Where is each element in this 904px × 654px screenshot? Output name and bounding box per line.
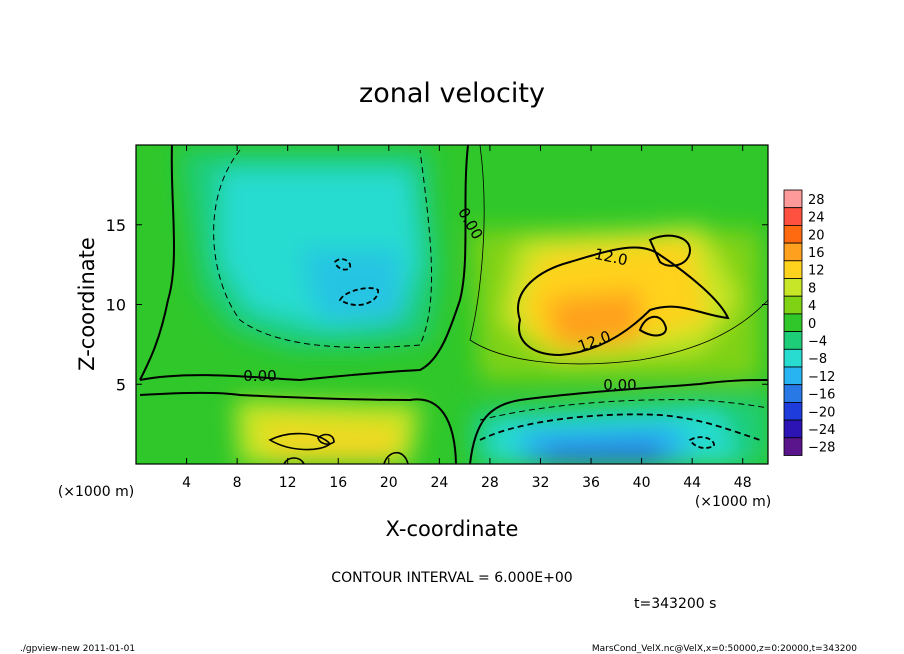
colorbar-label: −16 [808, 388, 835, 403]
plot-area: 0.00 0.00 0.00 12.0 12.0 4 8 12 16 20 24 28 32 3… [106, 144, 769, 491]
colorbar-label: 24 [808, 211, 825, 226]
colorbar-label: −24 [808, 423, 835, 438]
colorbar-swatch [783, 331, 803, 350]
y-tick-label: 15 [106, 216, 126, 235]
y-tick-label: 10 [106, 296, 126, 315]
x-tick-label: 8 [233, 475, 242, 491]
colorbar-swatch [783, 189, 803, 209]
x-tick-label: 48 [734, 475, 752, 491]
colorbar-swatch [783, 242, 803, 262]
x-unit-label-right: (×1000 m) [695, 494, 771, 510]
x-tick-label: 12 [279, 475, 297, 491]
x-tick-label: 24 [430, 475, 448, 491]
x-axis-label: X-coordinate [386, 517, 519, 541]
colorbar-swatch [783, 419, 803, 439]
y-tick-label: 5 [116, 375, 126, 394]
colorbar-swatch [783, 207, 803, 226]
colorbar-swatch [783, 437, 803, 456]
colorbar-label: 28 [808, 193, 825, 208]
colorbar-label: −28 [808, 441, 835, 456]
colorbar-label: 0 [808, 317, 816, 332]
contour-label: 0.00 [243, 367, 276, 385]
colorbar-swatch [783, 313, 803, 332]
x-tick-label: 32 [532, 475, 550, 491]
colorbar-label: −8 [808, 352, 827, 367]
x-unit-label-left: (×1000 m) [58, 484, 134, 500]
colorbar-label: 12 [808, 264, 825, 279]
x-tick-label: 44 [683, 475, 701, 491]
footer-left: ./gpview-new 2011-01-01 [20, 644, 135, 654]
colorbar-swatch [783, 384, 803, 403]
x-tick-label: 36 [582, 475, 600, 491]
colorbar-swatch [783, 348, 803, 368]
colorbar-swatch [783, 278, 803, 297]
colorbar-label: 16 [808, 246, 825, 261]
velocity-field [136, 145, 768, 464]
colorbar-label: −12 [808, 370, 835, 385]
colorbar-swatch [783, 260, 803, 279]
colorbar-label: 20 [808, 228, 825, 243]
colorbar-swatch [783, 401, 803, 421]
colorbar-label: 8 [808, 281, 816, 296]
x-tick-label: 40 [633, 475, 651, 491]
y-axis-label: Z-coordinate [75, 237, 99, 371]
colorbar-swatch [783, 224, 803, 244]
x-tick-label: 4 [182, 475, 191, 491]
colorbar-label: 4 [808, 299, 816, 314]
contour-interval-text: CONTOUR INTERVAL = 6.000E+00 [331, 570, 572, 586]
colorbar-swatch [783, 295, 803, 315]
colorbar: 28 24 20 16 12 8 4 0 −4 −8 −12 −16 −20 −24 −28 [783, 189, 835, 456]
chart-title: zonal velocity [359, 78, 545, 109]
x-tick-label: 16 [329, 475, 347, 491]
colorbar-label: −20 [808, 405, 835, 420]
x-tick-label: 20 [380, 475, 398, 491]
colorbar-label: −4 [808, 334, 827, 349]
time-text: t=343200 s [634, 596, 716, 612]
colorbar-swatch [783, 366, 803, 386]
contour-label: 0.00 [603, 376, 636, 394]
x-tick-label: 28 [481, 475, 499, 491]
footer-right: MarsCond_VelX.nc@VelX,x=0:50000,z=0:2000… [592, 644, 857, 654]
